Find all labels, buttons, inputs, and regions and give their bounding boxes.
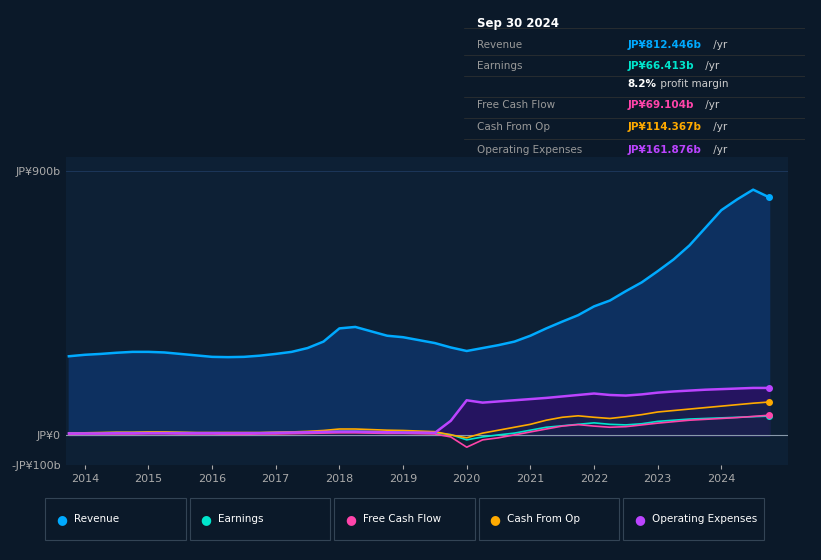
- Text: ●: ●: [56, 513, 67, 526]
- Text: JP¥66.413b: JP¥66.413b: [627, 60, 694, 71]
- Text: /yr: /yr: [702, 100, 720, 110]
- Text: /yr: /yr: [710, 145, 727, 155]
- Text: Cash From Op: Cash From Op: [507, 515, 580, 524]
- Text: Earnings: Earnings: [478, 60, 523, 71]
- Text: /yr: /yr: [710, 122, 727, 132]
- Text: JP¥114.367b: JP¥114.367b: [627, 122, 701, 132]
- Text: ●: ●: [489, 513, 501, 526]
- Text: /yr: /yr: [702, 60, 720, 71]
- Text: Cash From Op: Cash From Op: [478, 122, 551, 132]
- Text: ●: ●: [634, 513, 645, 526]
- Text: Free Cash Flow: Free Cash Flow: [363, 515, 441, 524]
- Text: JP¥812.446b: JP¥812.446b: [627, 40, 701, 50]
- Text: ●: ●: [200, 513, 212, 526]
- Text: Operating Expenses: Operating Expenses: [652, 515, 757, 524]
- Text: Revenue: Revenue: [74, 515, 119, 524]
- Text: Free Cash Flow: Free Cash Flow: [478, 100, 556, 110]
- Text: 8.2%: 8.2%: [627, 80, 657, 90]
- Text: Sep 30 2024: Sep 30 2024: [478, 17, 559, 30]
- Text: Earnings: Earnings: [218, 515, 264, 524]
- Text: profit margin: profit margin: [658, 80, 729, 90]
- Text: Revenue: Revenue: [478, 40, 523, 50]
- Text: JP¥69.104b: JP¥69.104b: [627, 100, 694, 110]
- Text: JP¥161.876b: JP¥161.876b: [627, 145, 701, 155]
- Text: /yr: /yr: [710, 40, 727, 50]
- Text: ●: ●: [345, 513, 356, 526]
- Text: Operating Expenses: Operating Expenses: [478, 145, 583, 155]
